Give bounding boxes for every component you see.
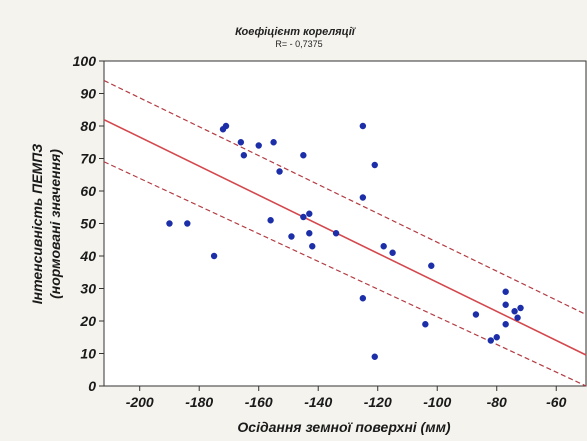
data-point — [332, 230, 340, 237]
data-point — [240, 152, 248, 159]
x-tick-label: -100 — [423, 394, 451, 410]
data-point — [493, 334, 500, 341]
data-point — [359, 295, 367, 302]
data-point — [309, 243, 316, 250]
x-tick-label: -160 — [245, 394, 273, 410]
data-point — [502, 288, 509, 295]
data-point — [502, 321, 509, 328]
data-point — [300, 152, 307, 159]
y-tick-label: 30 — [80, 281, 96, 297]
data-point — [472, 311, 480, 318]
y-axis-ticks: 0 10 20 30 40 50 60 70 80 90 100 — [73, 53, 104, 394]
plot-area — [103, 60, 587, 387]
x-tick-label: -140 — [304, 394, 332, 410]
y-tick-label: 60 — [80, 183, 96, 199]
data-point — [514, 314, 521, 321]
data-point — [359, 194, 367, 201]
x-axis-label: Осідання земної поверхні (мм) — [237, 419, 451, 435]
data-point — [184, 220, 191, 227]
chart-subtitle: R= - 0,7375 — [275, 39, 322, 49]
data-point — [276, 168, 283, 175]
y-axis-label-line2: (нормовані значення) — [47, 149, 63, 299]
data-point — [389, 249, 396, 256]
data-point — [210, 252, 218, 260]
y-tick-label: 90 — [80, 86, 96, 102]
regression-line-layer — [103, 118, 587, 356]
y-tick-label: 20 — [79, 313, 96, 329]
y-tick-label: 10 — [80, 346, 96, 362]
y-axis-label-line1: Інтенсивність ПЕМПЗ — [29, 144, 45, 305]
chart-title: Коефіцієнт кореляції — [235, 26, 357, 38]
data-point — [306, 230, 313, 237]
data-point — [255, 142, 262, 149]
confidence-band — [103, 79, 587, 387]
data-point — [267, 217, 274, 224]
data-point — [487, 337, 494, 344]
y-tick-label: 40 — [79, 248, 96, 264]
data-point — [371, 353, 378, 360]
data-point — [428, 262, 435, 269]
x-tick-label: -200 — [126, 394, 154, 410]
y-tick-label: 0 — [88, 378, 96, 394]
lower-confidence-line — [103, 161, 587, 387]
data-point — [380, 243, 387, 250]
regression-line — [103, 118, 587, 356]
data-point — [237, 139, 245, 146]
x-tick-label: -180 — [185, 394, 213, 410]
data-point — [502, 301, 509, 308]
data-point — [300, 213, 307, 221]
data-point — [371, 161, 378, 169]
data-points — [166, 122, 524, 360]
x-tick-label: -120 — [364, 394, 392, 410]
y-tick-label: 50 — [80, 216, 96, 232]
y-tick-label: 80 — [80, 118, 96, 134]
data-point — [222, 122, 230, 130]
data-point — [517, 304, 524, 312]
data-point — [422, 321, 429, 328]
data-point — [270, 139, 277, 146]
data-point — [306, 210, 313, 217]
x-tick-label: -80 — [487, 394, 507, 410]
y-tick-label: 100 — [73, 53, 97, 69]
data-point — [359, 122, 367, 130]
x-axis-ticks: -200 -180 -160 -140 -120 -100 -80 -60 — [126, 386, 567, 410]
y-tick-label: 70 — [80, 151, 96, 167]
data-point — [166, 220, 173, 227]
x-tick-label: -60 — [546, 394, 566, 410]
upper-confidence-line — [103, 79, 587, 316]
data-point — [511, 308, 518, 315]
data-point — [288, 233, 295, 240]
